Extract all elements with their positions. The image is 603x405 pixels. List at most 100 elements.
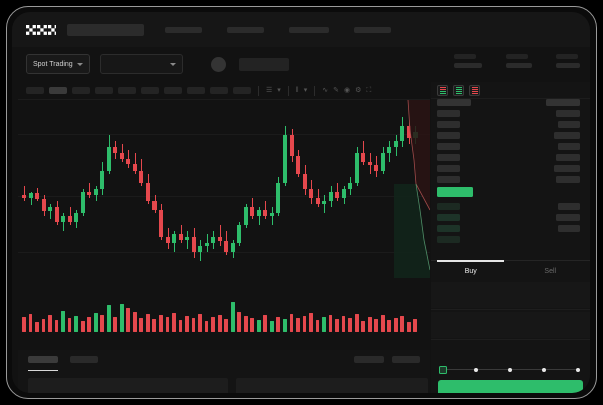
trading-pair-dropdown[interactable] (99, 54, 183, 74)
candle (335, 100, 342, 278)
candle-body (22, 194, 27, 198)
timeframe-button-8[interactable] (187, 87, 205, 94)
candle-body (256, 209, 261, 216)
candle-wick (30, 191, 32, 206)
candle (100, 100, 107, 278)
nav-search-input[interactable] (67, 23, 144, 36)
chart-type-icon[interactable]: ‖ (295, 87, 299, 94)
orderbook-both-icon[interactable] (437, 84, 448, 96)
candle-body (315, 197, 320, 204)
orderbook-bids-icon[interactable] (453, 84, 464, 96)
trading-mode-dropdown[interactable]: Spot Trading (26, 54, 90, 74)
volume-bar (341, 315, 346, 332)
candle (217, 100, 225, 278)
orderbook-size-cell (554, 165, 580, 172)
timeframe-button-9[interactable] (210, 87, 228, 94)
orderbook-ask-row[interactable] (437, 121, 460, 128)
orderbook-asks-icon[interactable] (469, 84, 480, 96)
toolbar-divider (287, 85, 289, 96)
submit-buy-button[interactable] (438, 380, 583, 393)
order-amount-field[interactable] (431, 312, 590, 338)
slider-stop-50[interactable] (508, 367, 512, 372)
form-divider (431, 339, 590, 340)
orderbook-bid-row[interactable] (437, 214, 460, 221)
order-book[interactable] (431, 99, 590, 259)
settings-icon[interactable]: ⚙ (355, 87, 362, 94)
candlestick-chart[interactable] (18, 100, 430, 350)
orders-action-button-2[interactable] (392, 356, 420, 363)
volume-bar (100, 314, 105, 332)
indicators-chevron-icon[interactable]: ▾ (277, 87, 281, 94)
orderbook-ask-row[interactable] (437, 132, 460, 139)
nav-item-markets[interactable] (227, 26, 264, 33)
tab-order-history[interactable] (70, 356, 98, 363)
volume-bar (139, 318, 144, 332)
pencil-tool-icon[interactable]: ✎ (333, 87, 339, 94)
avatar[interactable] (210, 56, 226, 72)
candle (80, 100, 88, 278)
tab-buy-label: Buy (464, 268, 477, 275)
orderbook-bid-row[interactable] (437, 203, 460, 210)
candle (348, 100, 355, 278)
volume-bar (211, 317, 215, 332)
timeframe-button-7[interactable] (164, 87, 182, 94)
timeframe-button-6[interactable] (141, 87, 159, 94)
nav-item-trade[interactable] (165, 26, 202, 33)
candle-body (165, 236, 170, 243)
timeframe-button-1[interactable] (26, 87, 44, 94)
order-percent-slider[interactable] (439, 365, 582, 374)
orderbook-ask-row[interactable] (437, 154, 460, 161)
volume-bar (256, 320, 261, 332)
orderbook-spread-row[interactable] (437, 187, 473, 197)
candle-body (335, 191, 340, 198)
orderbook-ask-row[interactable] (437, 143, 460, 150)
tab-buy[interactable]: Buy (431, 260, 511, 282)
slider-handle[interactable] (439, 366, 447, 374)
timeframe-button-10[interactable] (233, 87, 251, 94)
timeframe-button-3[interactable] (72, 87, 90, 94)
orderbook-ask-row[interactable] (437, 110, 460, 117)
order-price-field[interactable] (431, 282, 590, 308)
orderbook-size-cell (558, 121, 580, 128)
orderbook-size-cell (558, 225, 580, 232)
indicators-icon[interactable]: ☰ (266, 87, 273, 94)
tab-open-orders[interactable] (28, 356, 58, 363)
slider-stop-75[interactable] (542, 367, 546, 372)
orderbook-ask-row[interactable] (437, 165, 460, 172)
orderbook-size-cell (556, 214, 580, 221)
candle-body (400, 126, 405, 142)
candle-body (406, 126, 411, 139)
chart-type-chevron-icon[interactable]: ▾ (303, 87, 308, 94)
candle-body (119, 153, 124, 160)
fullscreen-icon[interactable]: ⛶ (366, 87, 372, 94)
volume-bar (361, 321, 366, 332)
candle-wick (24, 186, 26, 201)
candle (393, 100, 401, 278)
orderbook-bid-row[interactable] (437, 225, 460, 232)
nav-item-more[interactable] (354, 26, 391, 33)
buy-sell-tab-group: Buy Sell (431, 260, 590, 282)
volume-bar (322, 317, 326, 332)
orderbook-ask-row[interactable] (437, 176, 460, 183)
alert-icon[interactable]: ◉ (343, 87, 351, 94)
timeframe-button-4[interactable] (95, 87, 113, 94)
candle-body (250, 206, 255, 216)
candle (237, 100, 244, 278)
slider-stop-100[interactable] (576, 367, 580, 372)
timeframe-button-2[interactable] (49, 87, 67, 94)
okx-logo-icon[interactable] (26, 24, 56, 35)
tab-sell[interactable]: Sell (511, 261, 591, 282)
slider-stop-25[interactable] (474, 367, 478, 372)
orderbook-bid-row[interactable] (437, 236, 460, 243)
tab-sell-label: Sell (544, 268, 557, 275)
orders-action-button-1[interactable] (354, 356, 384, 363)
volume-bar (263, 314, 268, 332)
candle-body (67, 215, 72, 222)
volume-bar (302, 315, 307, 332)
volume-bar (35, 322, 39, 332)
ticker-stat-value (454, 63, 482, 68)
timeframe-button-5[interactable] (118, 87, 136, 94)
nav-item-earn[interactable] (289, 26, 329, 33)
candle (296, 100, 303, 278)
line-tool-icon[interactable]: ∿ (322, 87, 329, 94)
